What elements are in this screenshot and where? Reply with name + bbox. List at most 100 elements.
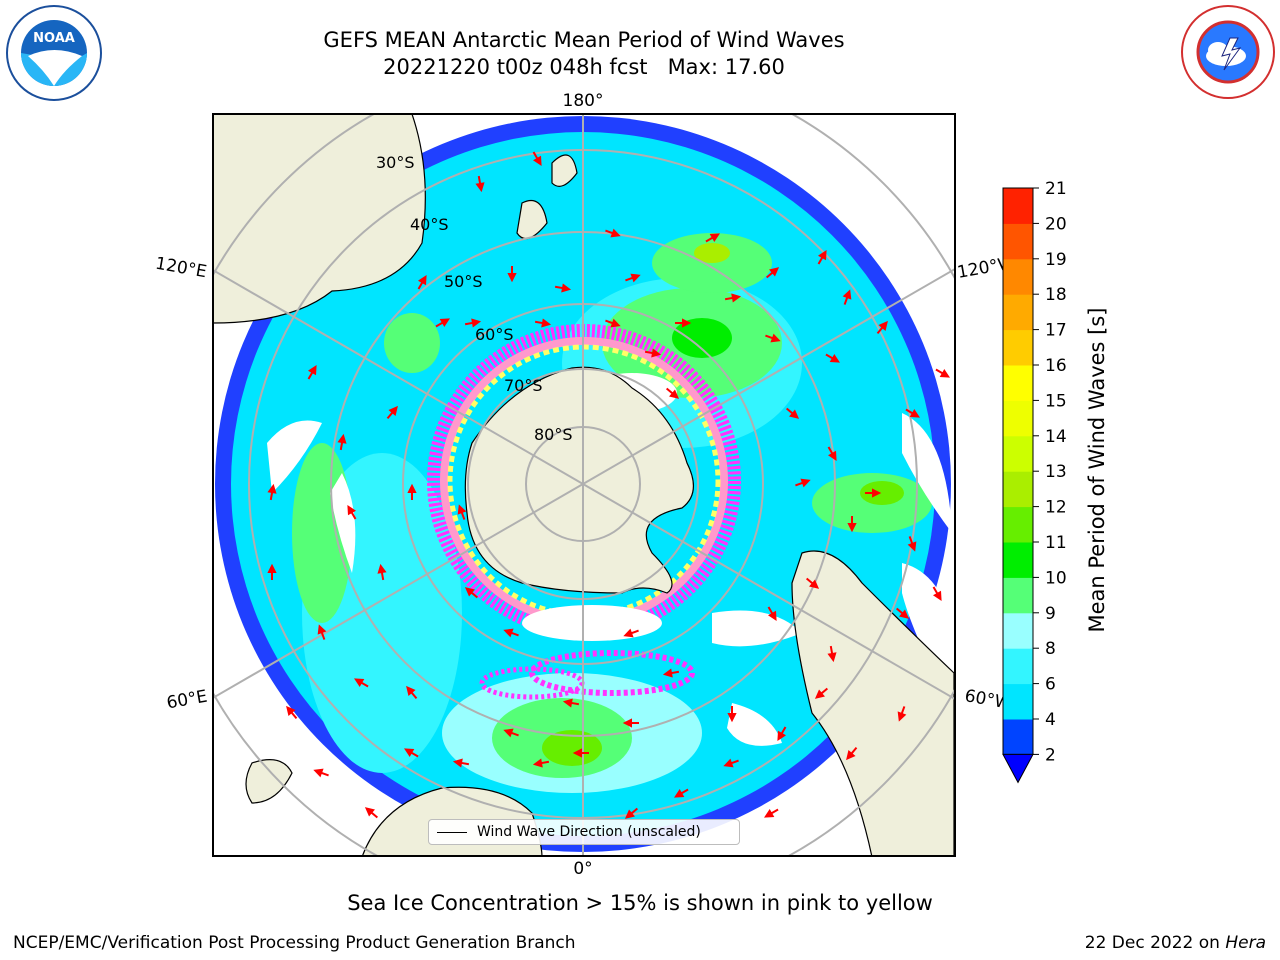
- colorbar-tick-label: 6: [1045, 675, 1056, 695]
- direction-arrow-icon: [624, 807, 639, 819]
- direction-arrow-icon: [827, 446, 837, 461]
- colorbar-tick-label: 11: [1045, 533, 1067, 553]
- colorbar-tick-label: 14: [1045, 427, 1067, 447]
- colorbar-segment: [1003, 612, 1033, 649]
- direction-arrow-icon: [935, 368, 950, 378]
- legend-label: Wind Wave Direction (unscaled): [477, 824, 701, 840]
- direction-arrow-icon: [313, 768, 329, 778]
- direction-arrow-icon: [765, 333, 781, 343]
- colorbar-extend-triangle: [1002, 753, 1034, 784]
- colorbar-segments: [1002, 187, 1034, 755]
- colorbar-tick-label: 13: [1045, 462, 1067, 482]
- direction-arrow-icon: [644, 348, 662, 358]
- direction-arrow-icon: [777, 726, 787, 741]
- lon-label-180: 180°: [563, 91, 604, 111]
- footer-organization: NCEP/EMC/Verification Post Processing Pr…: [13, 933, 576, 953]
- lat-label-60s: 60°S: [475, 325, 514, 344]
- direction-arrow-icon: [623, 628, 639, 638]
- direction-arrow-icon: [825, 353, 840, 363]
- direction-arrow-icon: [337, 433, 347, 451]
- colorbar-segment: [1003, 223, 1033, 260]
- direction-arrow-icon: [377, 563, 387, 581]
- direction-arrow-icon: [674, 788, 689, 798]
- direction-arrow-icon: [407, 483, 417, 500]
- colorbar-segment: [1003, 188, 1033, 224]
- chart-subtitle: 20221220 t00z 048h fcst Max: 17.60: [383, 55, 785, 79]
- direction-arrow-icon: [562, 698, 580, 708]
- direction-arrow-icon: [705, 233, 720, 243]
- wave-direction-arrows: [267, 151, 950, 819]
- colorbar-segment: [1003, 506, 1033, 543]
- lon-label-60e: 60°E: [165, 687, 209, 714]
- direction-arrow-icon: [795, 478, 811, 488]
- colorbar-tick-label: 18: [1045, 285, 1067, 305]
- direction-arrow-icon: [622, 718, 639, 728]
- direction-arrow-icon: [905, 408, 920, 418]
- direction-arrow-icon: [267, 483, 277, 501]
- colorbar-tick-label: 20: [1045, 214, 1067, 234]
- direction-arrow-icon: [814, 687, 829, 699]
- colorbar-ticks: 2 4 6 8 9 10 11 12 13 14 15 16 17 18 19 20 21: [1033, 180, 1067, 765]
- lat-label-70s: 70°S: [504, 376, 543, 395]
- direction-arrow-icon: [507, 266, 517, 283]
- direction-arrow-icon: [846, 746, 858, 761]
- colorbar-tick-label: 9: [1045, 604, 1056, 624]
- direction-arrow-icon: [897, 706, 907, 722]
- direction-arrow-icon: [452, 758, 470, 768]
- direction-arrow-icon: [605, 228, 621, 238]
- footer-date-text: 22 Dec 2022 on: [1084, 933, 1226, 953]
- direction-arrow-icon: [317, 624, 327, 640]
- direction-arrow-icon: [534, 318, 552, 328]
- direction-arrow-icon: [532, 758, 550, 768]
- colorbar-segment: [1003, 577, 1033, 614]
- colorbar-label: Mean Period of Wind Waves [s]: [1085, 307, 1109, 633]
- map-legend: Wind Wave Direction (unscaled): [428, 819, 740, 845]
- direction-arrow-icon: [554, 283, 572, 293]
- direction-arrow-icon: [662, 668, 680, 678]
- colorbar: 2 4 6 8 9 10 11 12 13 14 15 16 17 18 19 20 21: [1002, 180, 1067, 784]
- colorbar-tick-label: 17: [1045, 321, 1067, 341]
- colorbar-segment: [1003, 542, 1033, 578]
- direction-arrow-icon: [805, 577, 820, 589]
- colorbar-segment: [1003, 648, 1033, 685]
- colorbar-tick-label: 8: [1045, 639, 1056, 659]
- lon-label-120e: 120°E: [154, 254, 208, 283]
- direction-arrow-icon: [625, 273, 641, 283]
- noaa-logo-icon: NOAA: [6, 5, 102, 101]
- colorbar-tick-label: 19: [1045, 250, 1067, 270]
- colorbar-segment: [1003, 471, 1033, 508]
- direction-arrow-icon: [267, 563, 277, 580]
- colorbar-tick-label: 4: [1045, 710, 1056, 730]
- direction-arrow-icon: [386, 405, 398, 420]
- sea-ice-caption: Sea Ice Concentration > 15% is shown in …: [347, 891, 933, 915]
- lat-label-30s: 30°S: [376, 153, 415, 172]
- colorbar-tick-label: 2: [1045, 745, 1056, 765]
- lat-label-80s: 80°S: [534, 425, 573, 444]
- colorbar-segment: [1003, 719, 1033, 755]
- direction-arrow-icon: [503, 728, 519, 738]
- direction-arrow-icon: [785, 407, 800, 419]
- direction-arrow-icon: [665, 387, 680, 399]
- direction-arrow-icon: [765, 267, 780, 279]
- footer-date: 22 Dec 2022 on Hera: [1085, 933, 1266, 953]
- direction-arrow-icon: [464, 318, 482, 328]
- polar-map: 30°S 40°S 50°S 60°S 70°S 80°S: [212, 113, 956, 857]
- direction-arrow-icon: [727, 706, 737, 723]
- direction-arrow-icon: [827, 645, 837, 663]
- colorbar-segment: [1003, 258, 1033, 295]
- colorbar-segment: [1003, 683, 1033, 720]
- direction-arrow-icon: [907, 536, 917, 552]
- direction-arrow-icon: [605, 318, 621, 328]
- legend-line-swatch: [437, 832, 467, 833]
- direction-arrow-icon: [307, 365, 317, 380]
- colorbar-segment: [1003, 365, 1033, 401]
- direction-arrow-icon: [865, 488, 882, 498]
- direction-arrow-icon: [764, 808, 779, 818]
- direction-arrow-icon: [475, 175, 485, 193]
- direction-arrow-icon: [675, 318, 692, 328]
- lat-label-50s: 50°S: [444, 272, 483, 291]
- direction-arrow-icon: [354, 678, 369, 688]
- direction-arrow-icon: [842, 289, 852, 305]
- colorbar-segment: [1003, 400, 1033, 437]
- direction-arrow-icon: [767, 606, 777, 621]
